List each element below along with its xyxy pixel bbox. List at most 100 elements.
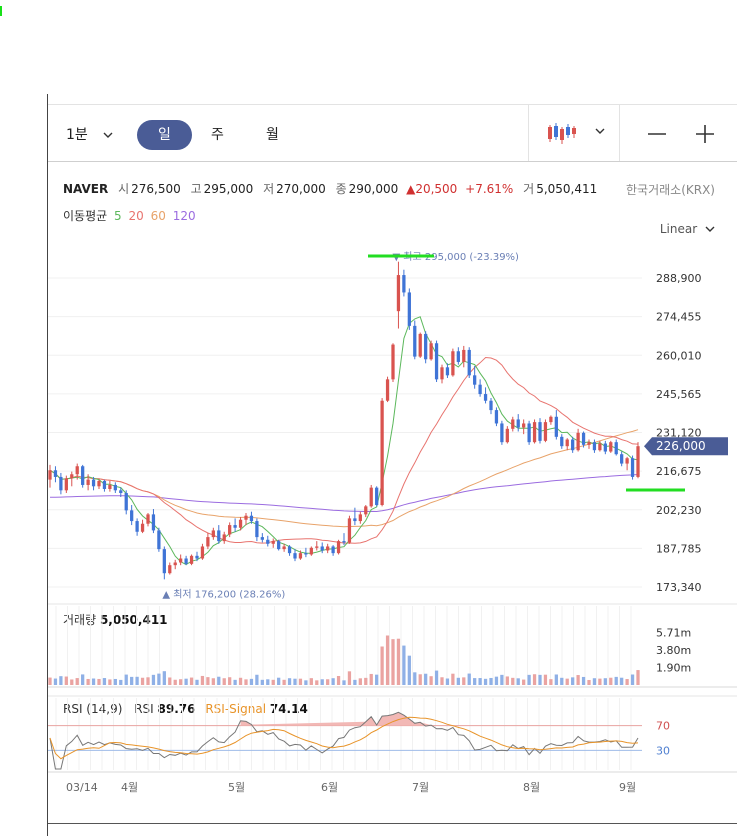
- volume-bar: [255, 674, 259, 685]
- ma5-legend: 5: [114, 209, 122, 223]
- volume-bar: [538, 674, 542, 685]
- volume-bar: [97, 678, 101, 685]
- interval-dropdown[interactable]: 1분: [66, 118, 113, 152]
- candle-body: [135, 521, 139, 532]
- candle-body: [407, 292, 411, 326]
- moving-average-legend[interactable]: 이동평균 5 20 60 120: [63, 207, 196, 224]
- candle-body: [603, 443, 607, 452]
- candle-body: [189, 555, 194, 564]
- ma60-legend: 60: [150, 209, 166, 223]
- candle-body: [146, 514, 150, 524]
- volume-bar: [331, 678, 335, 685]
- low-label: 저: [263, 182, 275, 196]
- current-price-tag: [644, 437, 728, 456]
- candle-body: [315, 546, 319, 548]
- volume-bar: [434, 670, 439, 685]
- toolbar-bottom-border: [48, 161, 737, 162]
- candle-body: [630, 458, 635, 477]
- period-day-button[interactable]: 일: [137, 120, 192, 150]
- candle-body: [489, 400, 493, 411]
- scale-dropdown[interactable]: Linear: [660, 222, 715, 236]
- candle-body: [81, 466, 85, 485]
- volume-bar: [168, 677, 172, 685]
- volume-bar: [64, 676, 68, 685]
- candle-body: [358, 514, 362, 522]
- candle-body: [505, 428, 509, 443]
- candle-body: [331, 546, 335, 554]
- candle-body: [565, 439, 569, 447]
- ma60-line: [49, 429, 639, 528]
- volume-bar: [211, 678, 215, 685]
- volume-bar: [576, 675, 580, 685]
- volume-bar: [462, 677, 466, 685]
- candle-body: [326, 546, 330, 551]
- volume-pane-value: 5,050,411: [99, 613, 168, 627]
- volume-value: 5,050,411: [536, 182, 598, 196]
- candle-body: [538, 422, 542, 441]
- price-axis-tick: 288,900: [656, 272, 702, 285]
- candle-body: [396, 275, 401, 312]
- volume-bar: [195, 679, 199, 685]
- volume-bar: [522, 679, 526, 685]
- volume-bar: [184, 678, 188, 685]
- candle-body: [86, 479, 90, 485]
- volume-bar: [549, 679, 553, 685]
- toolbar-top-border: [48, 104, 737, 105]
- current-price-label: 226,000: [656, 439, 706, 453]
- volume-bar: [516, 678, 520, 685]
- volume-bar: [244, 679, 248, 685]
- volume-pane-label: 거래량: [63, 613, 97, 627]
- candle-body: [151, 514, 156, 531]
- minus-icon: [648, 133, 666, 135]
- candle-body: [342, 541, 346, 543]
- volume-bar: [102, 678, 107, 685]
- volume-bar: [157, 673, 161, 685]
- volume-bar: [630, 674, 635, 685]
- volume-bar: [494, 676, 499, 685]
- volume-bar: [358, 678, 362, 685]
- candle-body: [298, 553, 303, 559]
- candle-body: [500, 423, 504, 443]
- candle-body: [369, 487, 373, 507]
- candle-body: [282, 546, 286, 550]
- exchange-label: 한국거래소(KRX): [626, 183, 715, 197]
- volume-bar: [86, 678, 90, 685]
- volume-bar: [173, 679, 177, 685]
- rsi-series-value: 89.76: [157, 702, 196, 716]
- candle-body: [168, 565, 172, 574]
- volume-bar: [119, 679, 123, 685]
- volume-bar: [260, 679, 264, 685]
- ma20-line: [49, 356, 639, 544]
- volume-bar: [565, 678, 569, 685]
- volume-bar: [609, 677, 613, 685]
- volume-bar: [228, 677, 232, 685]
- volume-bar: [293, 678, 297, 685]
- candle-body: [549, 416, 553, 423]
- close-label: 종: [335, 182, 347, 196]
- volume-bar: [282, 679, 286, 685]
- period-week-button[interactable]: 주: [211, 127, 224, 143]
- candle-body: [527, 423, 531, 443]
- zoom-out-button[interactable]: [644, 118, 670, 148]
- chart-type-dropdown[interactable]: [544, 120, 614, 150]
- volume-pane-title: 거래량 5,050,411: [63, 611, 168, 628]
- candle-body: [364, 506, 368, 515]
- candle-body: [456, 351, 460, 362]
- volume-bar: [451, 673, 455, 685]
- x-axis-tick: 8월: [523, 781, 540, 794]
- rsi-signal-label: RSI-Signal: [205, 702, 267, 716]
- candle-body: [336, 541, 341, 554]
- volume-bar: [369, 673, 373, 685]
- volume-bar: [445, 678, 450, 685]
- rsi-line: [49, 711, 639, 770]
- toolbar-separator: [528, 105, 529, 161]
- volume-bar: [478, 678, 482, 685]
- volume-bar: [108, 679, 112, 685]
- volume-bar: [53, 678, 58, 685]
- zoom-in-button[interactable]: [692, 118, 718, 148]
- period-month-button[interactable]: 월: [266, 127, 279, 143]
- candle-body: [75, 466, 79, 475]
- volume-bar: [48, 677, 52, 685]
- candle-body: [347, 518, 352, 543]
